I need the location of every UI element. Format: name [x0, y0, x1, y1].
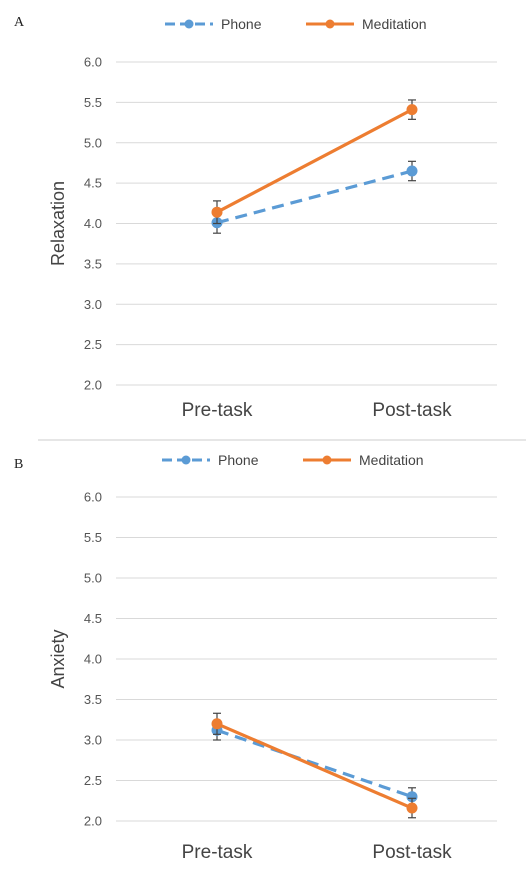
- legend-label: Meditation: [359, 452, 424, 468]
- chart-panel-a: A 2.0 2.5 3.0 3.5 4.0 4.5 5.0 5.5 6.0 Relaxation Pr…: [14, 15, 497, 421]
- y-tick-label: 3.0: [84, 297, 102, 312]
- series-meditation: [211, 712, 418, 819]
- y-tick-label: 2.5: [84, 337, 102, 352]
- data-point: [406, 104, 418, 116]
- series-line: [216, 169, 413, 225]
- y-tick-label: 2.0: [84, 378, 102, 393]
- y-axis-label: Relaxation: [48, 181, 68, 266]
- y-tick-label: 5.0: [84, 571, 102, 586]
- legend-swatch-marker: [184, 19, 194, 29]
- series-line: [216, 722, 413, 810]
- y-tick-label: 4.0: [84, 216, 102, 231]
- legend-swatch-marker: [325, 19, 335, 29]
- series-line: [216, 108, 413, 214]
- data-point: [211, 718, 223, 730]
- legend-label: Phone: [218, 452, 259, 468]
- data-point: [406, 165, 418, 177]
- y-tick-label: 5.5: [84, 95, 102, 110]
- y-tick-label: 2.5: [84, 773, 102, 788]
- data-point: [406, 791, 418, 803]
- data-point: [406, 802, 418, 814]
- legend-item-phone: Phone: [165, 16, 262, 32]
- legend-label: Phone: [221, 16, 262, 32]
- y-tick-label: 3.0: [84, 733, 102, 748]
- legend-item-phone: Phone: [162, 452, 259, 468]
- series-meditation: [211, 99, 418, 225]
- x-tick-label: Post-task: [372, 842, 452, 863]
- panel-label: A: [14, 15, 25, 30]
- data-point: [211, 206, 223, 218]
- x-tick-label: Pre-task: [182, 842, 253, 863]
- legend-label: Meditation: [362, 16, 427, 32]
- legend-item-meditation: Meditation: [303, 452, 424, 468]
- y-tick-label: 3.5: [84, 256, 102, 271]
- y-tick-label: 2.0: [84, 814, 102, 829]
- chart-panel-b: B 2.0 2.5 3.0 3.5 4.0 4.5 5.0 5.5 6.0 Anxiety Pre-t…: [14, 452, 497, 863]
- legend-item-meditation: Meditation: [306, 16, 427, 32]
- y-tick-label: 5.5: [84, 530, 102, 545]
- y-tick-label: 6.0: [84, 490, 102, 505]
- series-line: [216, 728, 413, 799]
- y-tick-label: 4.5: [84, 611, 102, 626]
- x-tick-label: Pre-task: [182, 400, 253, 421]
- y-tick-label: 4.5: [84, 176, 102, 191]
- x-tick-label: Post-task: [372, 400, 452, 421]
- y-tick-label: 4.0: [84, 652, 102, 667]
- legend-swatch-marker: [181, 455, 191, 465]
- y-axis-label: Anxiety: [48, 629, 68, 688]
- y-tick-label: 3.5: [84, 692, 102, 707]
- panel-label: B: [14, 457, 23, 472]
- y-tick-label: 6.0: [84, 55, 102, 70]
- legend-swatch-marker: [322, 455, 332, 465]
- y-tick-label: 5.0: [84, 135, 102, 150]
